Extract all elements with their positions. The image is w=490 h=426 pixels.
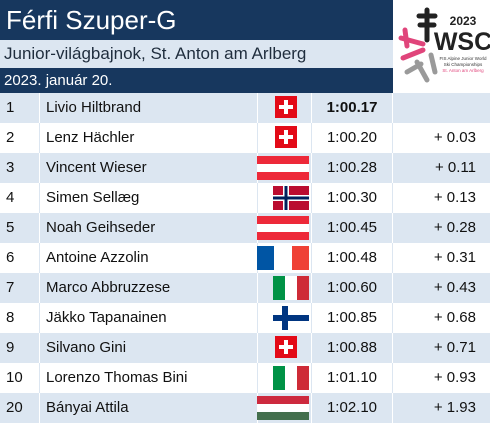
rank: 2 — [0, 123, 40, 153]
flag — [273, 276, 309, 300]
rank: 5 — [0, 213, 40, 243]
flag — [275, 336, 297, 358]
snowflake — [398, 7, 438, 83]
gap: + 0.43 — [433, 279, 476, 296]
gap: + 0.71 — [433, 339, 476, 356]
athlete: Lorenzo Thomas Bini — [40, 363, 258, 393]
flag-cell — [258, 363, 312, 393]
logo-caption: FIS Alpine Junior World — [440, 56, 487, 61]
time: 1:00.60 — [312, 273, 393, 303]
flag-cell — [258, 93, 312, 123]
result-row: 2 Lenz Hächler 1:00.20 + 0.03 — [0, 123, 490, 153]
flag — [257, 156, 309, 180]
gap — [393, 93, 490, 123]
gap: + 0.13 — [433, 189, 476, 206]
athlete: Livio Hiltbrand — [40, 93, 258, 123]
result-row: 7 Marco Abbruzzese 1:00.60 + 0.43 — [0, 273, 490, 303]
result-row: 8 Jäkko Tapanainen 1:00.85 + 0.68 — [0, 303, 490, 333]
time: 1:00.30 — [312, 183, 393, 213]
time: 1:00.48 — [312, 243, 393, 273]
flag-cell — [257, 393, 312, 423]
rank: 4 — [0, 183, 40, 213]
gap: + 0.31 — [433, 249, 476, 266]
flag-cell — [258, 333, 312, 363]
result-row: 6 Antoine Azzolin 1:00.48 + 0.31 — [0, 243, 490, 273]
time: 1:00.88 — [312, 333, 393, 363]
time: 1:00.17 — [312, 93, 393, 123]
flag — [273, 186, 309, 210]
time: 1:02.10 — [312, 393, 393, 423]
rank: 7 — [0, 273, 40, 303]
time: 1:00.45 — [312, 213, 393, 243]
flag-cell — [258, 303, 312, 333]
time: 1:00.85 — [312, 303, 393, 333]
athlete: Vincent Wieser — [40, 153, 258, 183]
rank: 3 — [0, 153, 40, 183]
gap: + 0.11 — [434, 159, 476, 176]
athlete: Antoine Azzolin — [40, 243, 258, 273]
rank: 9 — [0, 333, 40, 363]
flag — [275, 96, 297, 118]
athlete: Simen Sellæg — [40, 183, 258, 213]
athlete: Bányai Attila — [40, 393, 258, 423]
flag-cell — [258, 183, 312, 213]
flag — [257, 396, 309, 420]
result-row: 4 Simen Sellæg 1:00.30 + 0.13 — [0, 183, 490, 213]
flag — [257, 246, 309, 270]
result-row: 10 Lorenzo Thomas Bini 1:01.10 + 0.93 — [0, 363, 490, 393]
subtitle: Junior-világbajnok, St. Anton am Arlberg — [0, 40, 393, 68]
logo: 2023 WSC FIS Alpine Junior World Ski Cha… — [398, 7, 490, 83]
result-row: 9 Silvano Gini 1:00.88 + 0.71 — [0, 333, 490, 363]
logo-name: WSC — [434, 28, 490, 56]
time: 1:01.10 — [312, 363, 393, 393]
gap: + 0.03 — [433, 129, 476, 146]
rank: 10 — [0, 363, 40, 393]
date: 2023. január 20. — [0, 68, 393, 93]
flag — [275, 126, 297, 148]
logo-caption: St. Anton am Arlberg — [442, 68, 484, 73]
time: 1:00.28 — [312, 153, 393, 183]
gap: + 0.28 — [433, 219, 476, 236]
rank: 6 — [0, 243, 40, 273]
logo-year: 2023 — [450, 14, 477, 28]
athlete: Jäkko Tapanainen — [40, 303, 258, 333]
athlete: Noah Geihseder — [40, 213, 258, 243]
athlete: Silvano Gini — [40, 333, 258, 363]
flag-cell — [258, 273, 312, 303]
result-row: 1 Livio Hiltbrand 1:00.17 — [0, 93, 490, 123]
athlete: Lenz Hächler — [40, 123, 258, 153]
time: 1:00.20 — [312, 123, 393, 153]
result-row: 5 Noah Geihseder 1:00.45 + 0.28 — [0, 213, 490, 243]
flag — [273, 306, 309, 330]
result-row: 3 Vincent Wieser 1:00.28 + 0.11 — [0, 153, 490, 183]
gap: + 0.93 — [433, 369, 476, 386]
flag-cell — [257, 153, 312, 183]
result-row: 20 Bányai Attila 1:02.10 + 1.93 — [0, 393, 490, 423]
flag — [273, 366, 309, 390]
flag-cell — [257, 213, 312, 243]
logo-caption: Ski Championships — [444, 62, 483, 67]
flag — [257, 216, 309, 240]
rank: 20 — [0, 393, 40, 423]
title: Férfi Szuper-G — [0, 0, 393, 40]
rank: 8 — [0, 303, 40, 333]
gap: + 1.93 — [433, 399, 476, 416]
gap: + 0.68 — [433, 309, 476, 326]
rank: 1 — [0, 93, 40, 123]
flag-cell — [258, 123, 312, 153]
athlete: Marco Abbruzzese — [40, 273, 258, 303]
flag-cell — [257, 243, 312, 273]
